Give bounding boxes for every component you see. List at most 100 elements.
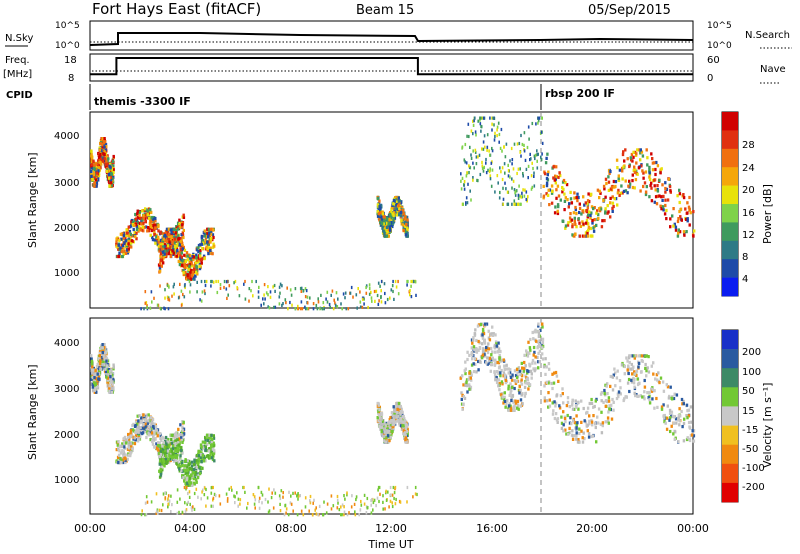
echo-cell [159,231,162,235]
echo-cell [212,280,215,284]
echo-cell [554,412,558,416]
echo-cell [667,177,671,181]
echo-cell [536,345,540,349]
echo-cell [188,264,191,268]
echo-cell [628,179,631,183]
echo-cell [380,221,384,226]
echo-cell [610,185,614,189]
echo-cell [666,385,670,389]
echo-cell [500,393,503,397]
noise-right-label: N.Search [745,30,790,41]
echo-cell [103,152,106,157]
echo-cell [481,166,484,171]
echo-cell [180,303,183,307]
echo-cell [166,460,169,464]
echo-cell [204,240,208,244]
power-cb-tick-16: 16 [742,208,755,219]
echo-cell [177,296,180,300]
power-cb-tick-24: 24 [742,163,755,174]
echo-cell [580,212,583,216]
echo-cell [653,184,656,188]
echo-cell [653,178,656,182]
echo-cell [500,368,503,373]
echo-cell [186,273,189,277]
echo-cell [173,242,176,247]
echo-cell [330,293,332,297]
echo-cell [381,217,384,221]
echo-cell [390,411,394,415]
echo-cell [633,165,636,169]
echo-cell [692,434,696,438]
echo-cell [195,253,198,257]
echo-cell [195,465,198,469]
echo-cell [507,408,510,412]
echo-cell [160,264,163,268]
echo-cell [120,243,123,247]
echo-cell [278,302,281,306]
echo-cell [395,285,398,289]
echo-cell [673,392,676,396]
echo-cell [223,285,225,290]
echo-cell [406,283,408,287]
echo-cell [523,143,525,147]
echo-cell [210,279,212,284]
echo-cell [100,149,103,153]
echo-cell [612,204,615,209]
echo-cell [381,215,384,219]
echo-cell [165,246,169,250]
echo-cell [173,432,177,436]
echo-cell [498,353,501,358]
echo-cell [333,298,335,302]
echo-cell [157,240,160,244]
echo-cell [379,422,382,426]
echo-cell [662,403,665,407]
echo-cell [405,440,408,444]
echo-cell [236,286,238,290]
echo-cell [483,322,487,326]
echo-cell [199,298,201,302]
echo-cell [134,430,138,434]
echo-cell [374,299,376,303]
echo-cell [676,234,680,238]
echo-cell [131,446,134,450]
echo-cell [491,146,493,151]
echo-cell [121,449,124,453]
echo-cell [391,222,394,227]
echo-cell [474,148,477,152]
echo-cell [159,459,162,463]
echo-cell [139,434,142,438]
echo-cell [527,369,530,374]
echo-cell [209,240,212,244]
echo-cell [580,429,583,433]
echo-cell [174,441,177,445]
echo-cell [355,293,358,297]
echo-cell [305,307,307,311]
echo-cell [620,184,623,188]
echo-cell [503,399,507,403]
echo-cell [471,353,474,357]
echo-cell [405,433,409,437]
echo-cell [499,349,502,354]
echo-cell [563,417,567,421]
echo-cell [603,388,606,393]
echo-cell [669,225,672,229]
echo-cell [326,300,329,304]
echo-cell [618,193,621,197]
echo-cell [649,183,652,188]
echo-cell [556,184,560,188]
echo-cell [166,295,169,299]
echo-cell [204,435,207,440]
echo-cell [651,397,654,401]
echo-cell [655,202,659,206]
echo-cell [388,423,391,427]
power-ytick-3000: 3000 [54,178,79,189]
echo-cell [479,116,481,120]
echo-cell [650,152,653,156]
echo-cell [106,364,109,368]
echo-cell [578,440,581,444]
echo-cell [384,291,386,296]
echo-cell [153,430,156,434]
power-cb-tick-28: 28 [742,140,755,151]
echo-cell [494,333,497,337]
echo-cell [359,305,362,309]
